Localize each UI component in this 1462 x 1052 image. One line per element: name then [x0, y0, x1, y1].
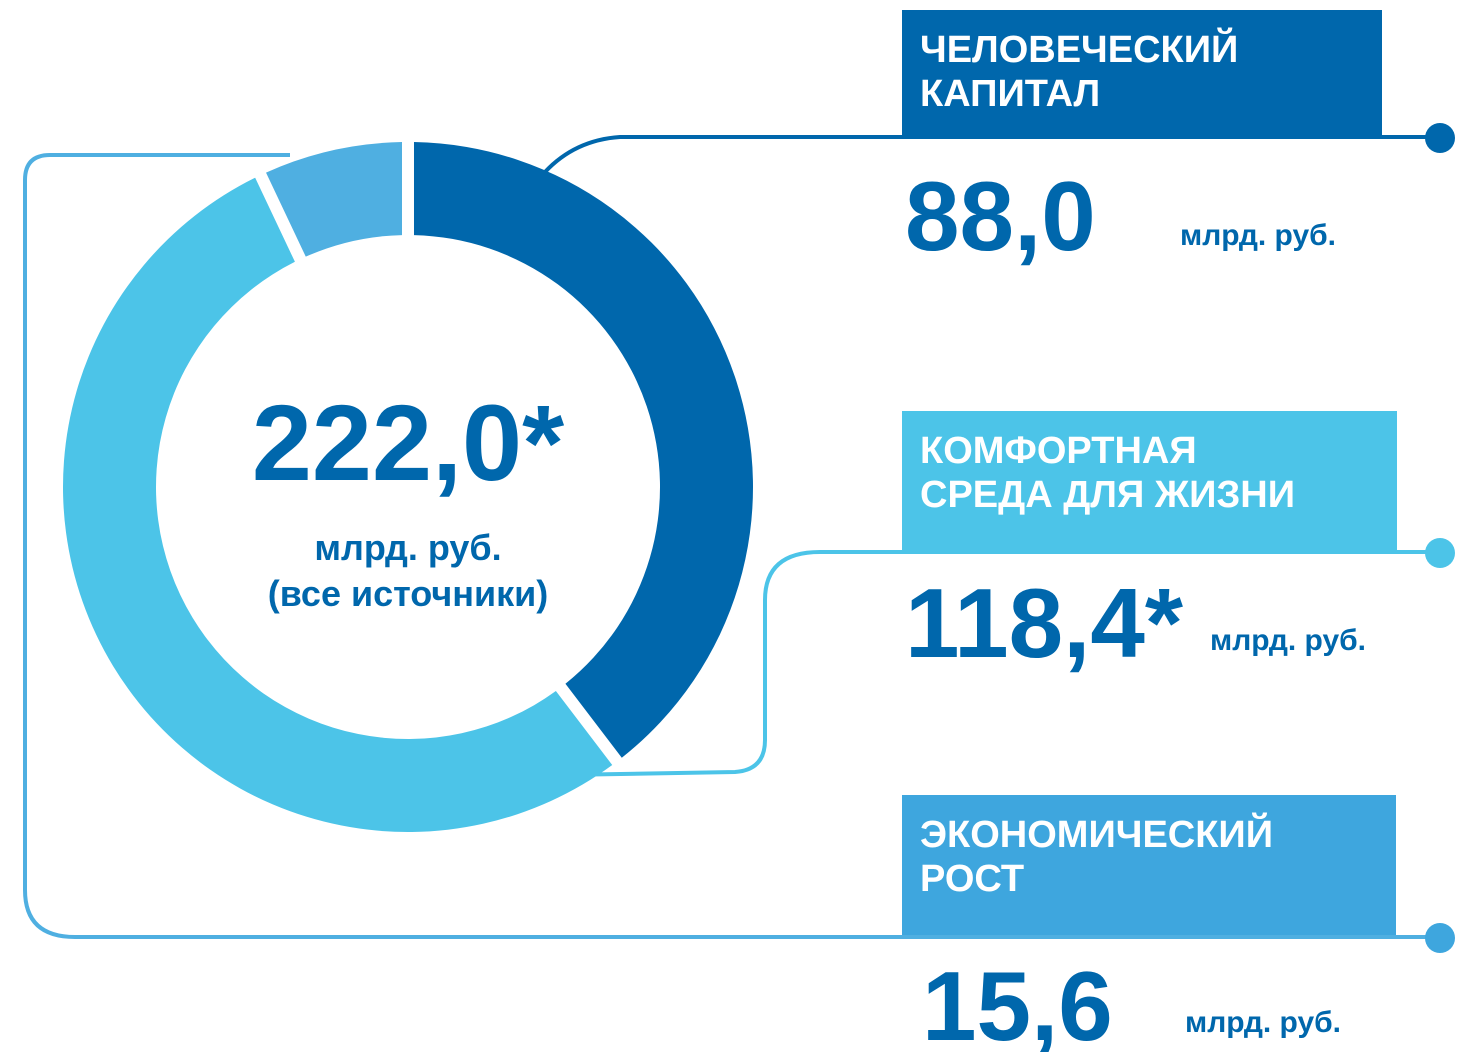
- category-line: ЧЕЛОВЕЧЕСКИЙ: [920, 26, 1238, 71]
- connector: [23, 153, 1440, 939]
- donut-segment: [413, 142, 754, 758]
- connector-dot: [1425, 538, 1455, 568]
- category-box: [902, 10, 1382, 135]
- connector: [543, 135, 1440, 174]
- category-box: [902, 795, 1396, 935]
- connectors: [23, 135, 1440, 939]
- unit-label: млрд. руб.: [1185, 1006, 1341, 1039]
- connector: [559, 550, 1440, 777]
- donut-segment: [63, 177, 613, 832]
- connector-dot: [1425, 923, 1455, 953]
- connector-dot: [1425, 123, 1455, 153]
- category-line: СРЕДА ДЛЯ ЖИЗНИ: [920, 474, 1295, 516]
- unit-label: млрд. руб.: [1210, 624, 1366, 657]
- value-label: 88,0: [905, 161, 1096, 271]
- category-line: КАПИТАЛ: [920, 73, 1100, 115]
- unit-label: млрд. руб.: [1180, 219, 1336, 252]
- total-value: 222,0*: [252, 382, 564, 503]
- category-line: КОМФОРТНАЯ: [920, 430, 1197, 472]
- category-box: [902, 411, 1397, 550]
- total-unit: млрд. руб.: [314, 527, 501, 568]
- donut-segment: [266, 142, 403, 257]
- category-label: КОМФОРТНАЯ СРЕДА ДЛЯ ЖИЗНИ: [920, 430, 1295, 516]
- category-line: РОСТ: [920, 858, 1024, 900]
- category-label: ЧЕЛОВЕЧЕСКИЙ КАПИТАЛ: [920, 26, 1238, 115]
- value-label: 15,6: [922, 951, 1113, 1052]
- total-caption: (все источники): [268, 573, 549, 614]
- category-line: ЭКОНОМИЧЕСКИЙ: [920, 811, 1273, 856]
- category-label: ЭКОНОМИЧЕСКИЙ РОСТ: [920, 811, 1273, 900]
- value-label: 118,4*: [905, 568, 1184, 678]
